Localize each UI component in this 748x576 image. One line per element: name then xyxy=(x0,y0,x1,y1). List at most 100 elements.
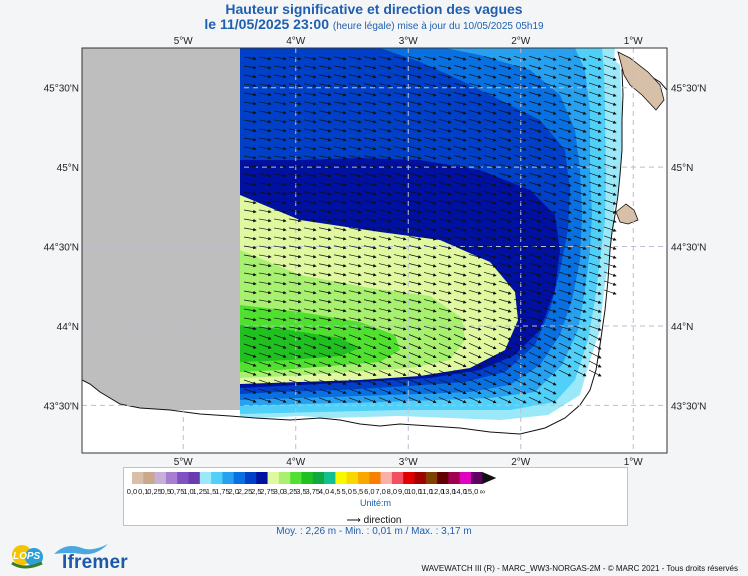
direction-arrow xyxy=(543,109,557,115)
colorbar-swatch xyxy=(177,472,189,484)
update-subtitle: (heure légale) mise à jour du 10/05/2025… xyxy=(332,21,544,32)
direction-arrow xyxy=(468,73,482,79)
direction-arrow xyxy=(243,236,257,241)
direction-arrow xyxy=(498,172,512,178)
colorbar-swatch xyxy=(290,472,302,484)
direction-arrow xyxy=(363,218,377,223)
colorbar-tick-label: 9,0 xyxy=(397,487,409,496)
direction-arrow xyxy=(303,83,317,88)
direction-arrow xyxy=(573,271,587,277)
direction-arrow xyxy=(243,290,257,295)
direction-arrow xyxy=(468,127,482,133)
direction-arrow xyxy=(243,83,257,88)
direction-arrow xyxy=(273,128,287,133)
map-date-line: le 11/05/2025 23:00 (heure légale) mise … xyxy=(0,16,748,32)
direction-arrow xyxy=(603,244,617,250)
direction-arrow xyxy=(393,227,407,232)
direction-arrow xyxy=(348,200,362,205)
direction-arrow xyxy=(348,101,362,106)
colorbar-tick-label: 2,25 xyxy=(237,487,253,496)
direction-arrow xyxy=(318,299,332,304)
direction-arrow xyxy=(498,154,512,160)
direction-arrow xyxy=(498,307,512,313)
direction-arrow xyxy=(348,92,362,97)
direction-arrow xyxy=(453,263,467,268)
direction-arrow xyxy=(393,317,407,322)
direction-arrow xyxy=(348,128,362,133)
direction-arrow xyxy=(243,326,257,331)
direction-arrow xyxy=(588,244,602,250)
direction-arrow xyxy=(588,217,602,223)
colorbar-tick-label: 3,0 xyxy=(273,487,285,496)
direction-arrow xyxy=(378,272,392,277)
direction-arrow xyxy=(558,235,572,241)
direction-arrow xyxy=(273,388,287,394)
direction-arrow xyxy=(438,370,452,377)
direction-arrow xyxy=(408,200,422,205)
direction-arrow xyxy=(438,191,452,196)
direction-arrow xyxy=(483,208,497,214)
direction-arrow xyxy=(513,253,527,259)
direction-arrow xyxy=(333,334,347,340)
colorbar-swatch xyxy=(154,472,167,484)
colorbar-tick-label: 3,5 xyxy=(296,487,307,496)
direction-arrow xyxy=(258,92,272,97)
direction-arrow xyxy=(363,379,377,385)
direction-arrow xyxy=(288,146,302,151)
direction-arrow xyxy=(558,351,572,359)
direction-arrow xyxy=(393,137,407,142)
direction-arrow xyxy=(273,173,287,178)
direction-arrow xyxy=(318,191,332,196)
direction-arrow xyxy=(378,65,392,70)
direction-arrow xyxy=(243,146,257,151)
direction-arrow xyxy=(348,272,362,277)
direction-arrow xyxy=(498,118,512,124)
direction-arrow xyxy=(303,299,317,304)
direction-arrow xyxy=(603,118,617,124)
direction-arrow xyxy=(558,55,572,61)
ifremer-wave-icon xyxy=(54,544,108,555)
colorbar-tick-label: 0,25 xyxy=(147,487,162,496)
direction-arrow xyxy=(363,137,377,142)
direction-arrow xyxy=(423,388,437,395)
direction-arrow xyxy=(573,199,587,205)
direction-arrow xyxy=(498,190,512,196)
gironde-estuary xyxy=(617,51,665,111)
direction-arrow xyxy=(363,343,377,349)
colorbar-tick-label: 7,0 xyxy=(375,487,386,496)
svg-text:LOPS: LOPS xyxy=(13,551,41,562)
direction-arrow xyxy=(513,172,527,178)
direction-arrow xyxy=(258,155,272,160)
direction-arrow xyxy=(528,136,542,142)
direction-arrow xyxy=(558,360,572,368)
direction-arrow xyxy=(528,118,542,124)
direction-arrow xyxy=(558,118,572,124)
colorbar-tick-label: 1,0 xyxy=(183,487,194,496)
direction-arrow xyxy=(588,163,602,169)
direction-arrow xyxy=(528,154,542,160)
direction-arrow xyxy=(453,379,467,386)
direction-arrow xyxy=(483,172,497,178)
direction-arrow xyxy=(318,110,332,115)
direction-arrow xyxy=(333,182,347,187)
direction-arrow xyxy=(468,289,482,295)
direction-arrow xyxy=(498,387,512,395)
direction-arrow xyxy=(543,387,557,395)
colorbar-swatch xyxy=(437,472,449,484)
direction-arrow xyxy=(543,333,557,341)
direction-arrow xyxy=(243,155,257,160)
direction-arrow xyxy=(558,109,572,115)
spain-coast xyxy=(82,59,667,453)
direction-arrow xyxy=(423,245,437,250)
direction-arrow xyxy=(408,379,422,386)
direction-arrow xyxy=(423,218,437,223)
direction-arrow xyxy=(423,164,437,169)
colorbar-tick-label: 1,75 xyxy=(215,487,230,496)
direction-arrow xyxy=(348,245,362,250)
direction-arrow xyxy=(438,299,452,304)
direction-arrow xyxy=(438,326,452,331)
direction-arrow xyxy=(588,262,602,268)
direction-arrow xyxy=(333,245,347,250)
direction-arrow xyxy=(288,326,302,331)
direction-arrow xyxy=(483,298,497,304)
